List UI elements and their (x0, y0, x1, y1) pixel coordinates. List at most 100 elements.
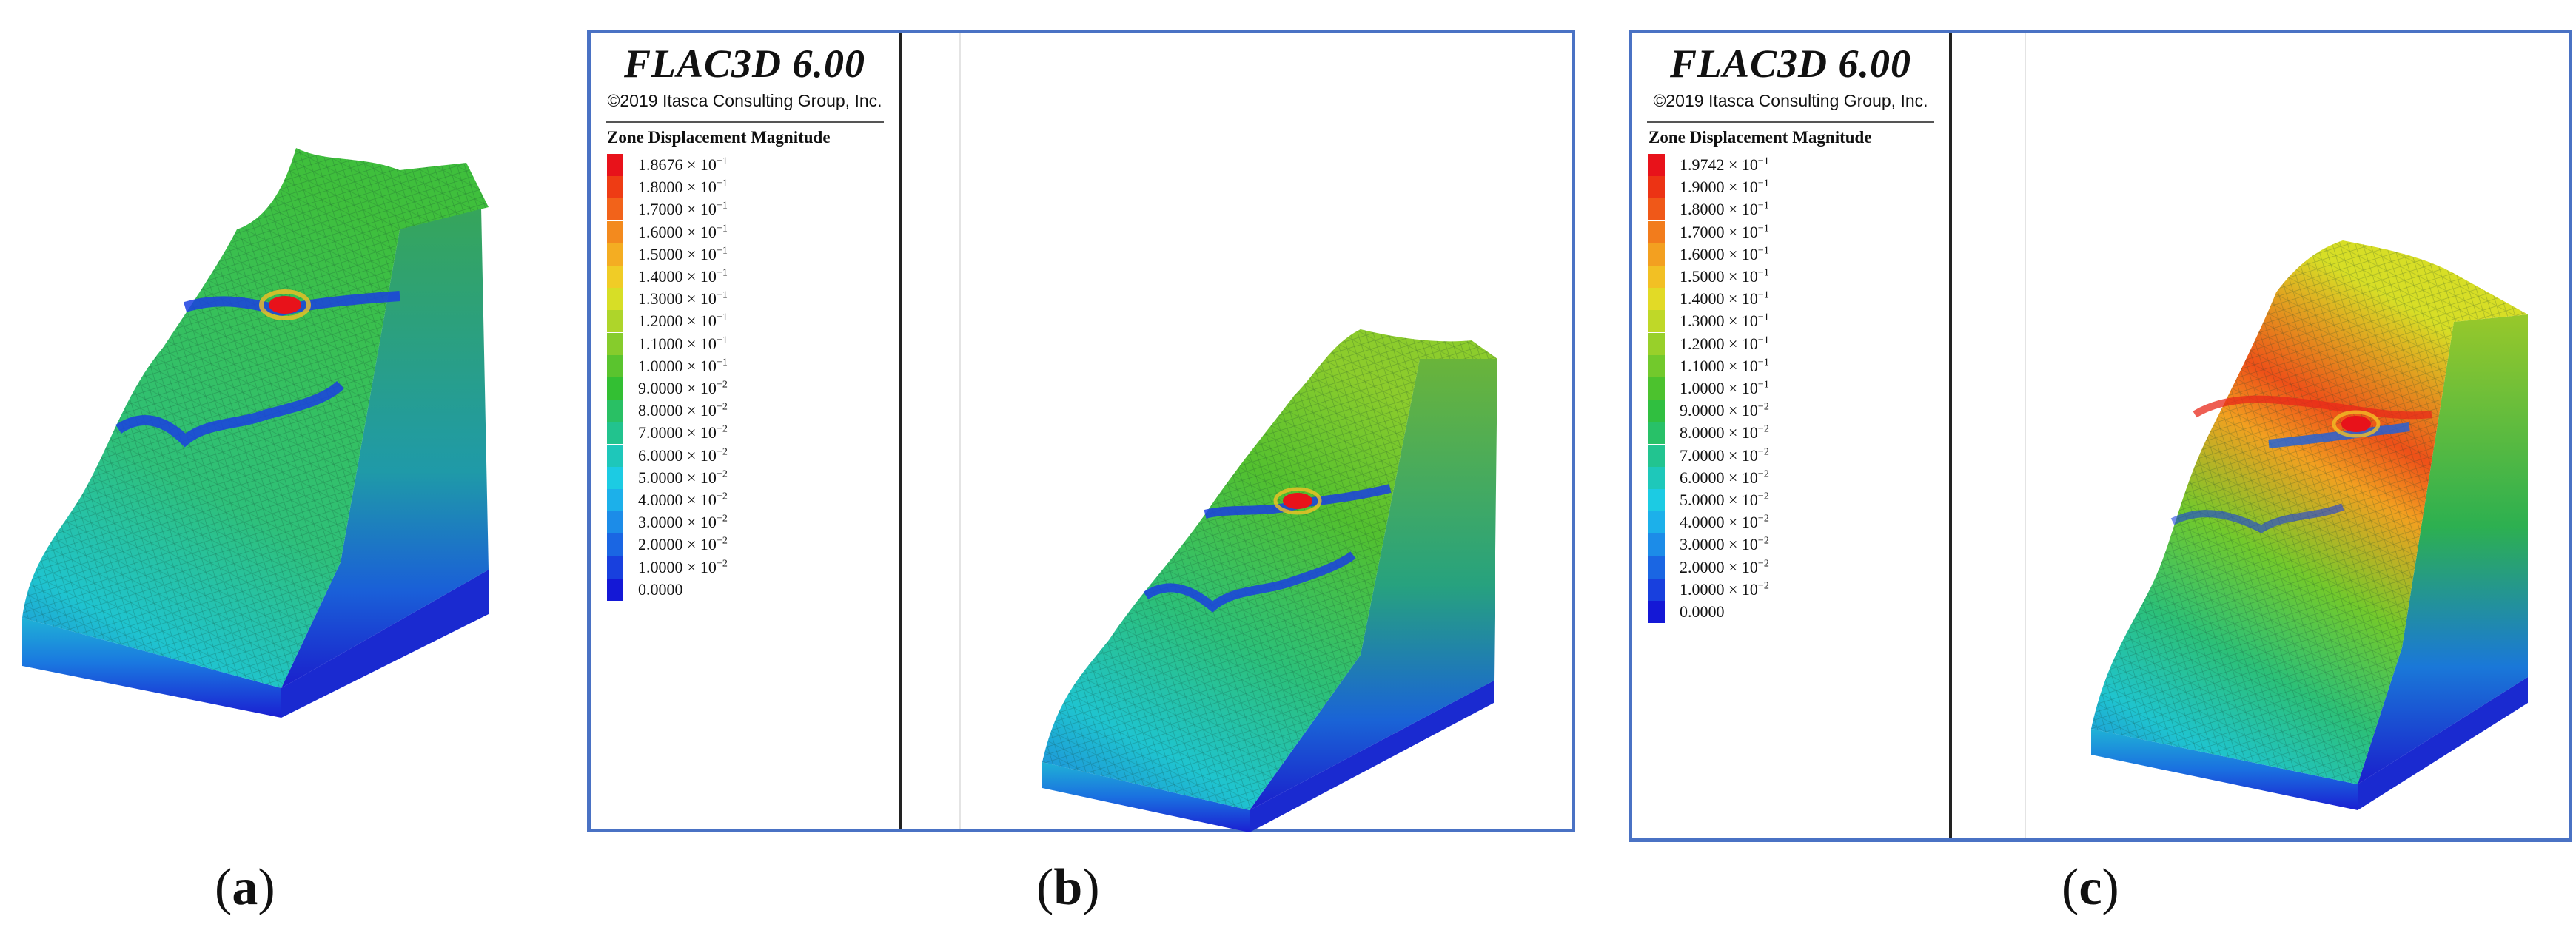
legend-label: 7.0000 × 10−2 (638, 423, 728, 442)
panel-b-frame: FLAC3D 6.00 ©2019 Itasca Consulting Grou… (587, 30, 1575, 832)
legend-swatch (607, 310, 623, 333)
legend-exponent: −1 (1757, 334, 1769, 346)
caption-c-close: ) (2102, 859, 2119, 916)
legend-swatch (607, 354, 623, 377)
legend-row: 1.4000 × 10−1 (1648, 288, 1769, 311)
legend-exponent: −1 (1757, 155, 1769, 167)
legend-row: 1.9742 × 10−1 (1648, 154, 1769, 176)
legend-exponent: −2 (716, 536, 728, 548)
legend-exponent: −1 (716, 201, 728, 212)
panel-b-legend-heading: Zone Displacement Magnitude (607, 128, 831, 147)
legend-exponent: −2 (716, 558, 728, 570)
legend-row: 1.1000 × 10−1 (607, 332, 728, 355)
legend-row: 3.0000 × 10−2 (1648, 533, 1769, 556)
legend-swatch (1648, 400, 1665, 422)
legend-row: 1.5000 × 10−1 (607, 243, 728, 266)
legend-swatch (1648, 578, 1665, 601)
legend-exponent: −1 (1757, 223, 1769, 235)
legend-label: 7.0000 × 10−2 (1680, 445, 1769, 465)
panel-b-viewport-edge (959, 33, 961, 829)
legend-label: 1.6000 × 10−1 (638, 222, 728, 241)
legend-label: 9.0000 × 10−2 (638, 379, 728, 397)
legend-row: 5.0000 × 10−2 (1648, 489, 1769, 511)
legend-exponent: −2 (716, 401, 728, 413)
legend-row: 6.0000 × 10−2 (607, 444, 728, 467)
legend-row: 1.4000 × 10−1 (607, 266, 728, 288)
legend-swatch (607, 422, 623, 445)
legend-row: 3.0000 × 10−2 (607, 511, 728, 534)
panel-c-legend: FLAC3D 6.00 ©2019 Itasca Consulting Grou… (1632, 33, 1952, 838)
legend-row: 7.0000 × 10−2 (1648, 444, 1769, 467)
legend-swatch (607, 377, 623, 400)
panel-c-copyright: ©2019 Itasca Consulting Group, Inc. (1653, 91, 1928, 110)
legend-exponent: −2 (1757, 536, 1769, 548)
legend-exponent: −1 (716, 289, 728, 301)
legend-label: 1.8000 × 10−1 (1680, 200, 1769, 219)
legend-exponent: −1 (716, 155, 728, 167)
legend-exponent: −1 (716, 178, 728, 189)
legend-label: 1.0000 × 10−2 (638, 557, 728, 576)
legend-exponent: −1 (716, 312, 728, 324)
panel-c-viewport-edge (2025, 33, 2026, 838)
legend-row: 2.0000 × 10−2 (1648, 556, 1769, 579)
legend-row: 5.0000 × 10−2 (607, 466, 728, 489)
legend-exponent: −2 (1757, 446, 1769, 458)
legend-label: 8.0000 × 10−2 (1680, 423, 1769, 442)
legend-label: 8.0000 × 10−2 (638, 401, 728, 420)
legend-exponent: −1 (716, 357, 728, 368)
legend-exponent: −1 (1757, 289, 1769, 301)
legend-exponent: −2 (716, 468, 728, 480)
legend-label: 1.2000 × 10−1 (1680, 334, 1769, 353)
legend-label: 1.3000 × 10−1 (1680, 312, 1769, 331)
legend-row: 1.8676 × 10−1 (607, 154, 728, 176)
legend-label: 1.9000 × 10−1 (1680, 178, 1769, 197)
legend-row: 1.1000 × 10−1 (1648, 354, 1769, 377)
legend-exponent: −1 (716, 334, 728, 346)
legend-exponent: −1 (716, 245, 728, 257)
legend-exponent: −1 (1757, 357, 1769, 368)
legend-swatch (607, 220, 623, 243)
legend-label: 1.1000 × 10−1 (1680, 356, 1769, 375)
legend-label: 9.0000 × 10−2 (1680, 401, 1769, 420)
legend-label: 3.0000 × 10−2 (638, 513, 728, 532)
slope-model-a (22, 148, 489, 718)
legend-exponent: −2 (716, 513, 728, 525)
caption-b-close: ) (1082, 859, 1100, 916)
legend-row: 1.9000 × 10−1 (1648, 176, 1769, 199)
legend-swatch (1648, 466, 1665, 489)
legend-row: 2.0000 × 10−2 (607, 533, 728, 556)
legend-exponent: −1 (1757, 201, 1769, 212)
legend-row: 1.7000 × 10−1 (607, 198, 728, 221)
legend-swatch (1648, 176, 1665, 199)
legend-swatch (1648, 556, 1665, 579)
legend-exponent: −1 (1757, 379, 1769, 391)
caption-a-letter: a (232, 859, 258, 916)
legend-swatch (1648, 332, 1665, 355)
legend-label: 5.0000 × 10−2 (638, 468, 728, 487)
legend-label: 1.4000 × 10−1 (638, 267, 728, 286)
legend-swatch (607, 332, 623, 355)
legend-label: 1.3000 × 10−1 (638, 289, 728, 309)
legend-row: 8.0000 × 10−2 (607, 400, 728, 422)
caption-a-close: ) (258, 859, 275, 916)
legend-exponent: −1 (1757, 178, 1769, 189)
caption-c: (c) (2062, 858, 2119, 918)
legend-swatch (1648, 444, 1665, 467)
legend-label: 4.0000 × 10−2 (638, 491, 728, 509)
slope-model-b (1042, 329, 1497, 832)
legend-swatch (607, 243, 623, 266)
caption-a-open: ( (215, 859, 232, 916)
legend-label: 1.9742 × 10−1 (1680, 155, 1769, 174)
legend-exponent: −2 (1757, 468, 1769, 480)
legend-row: 1.0000 × 10−1 (1648, 377, 1769, 400)
caption-c-letter: c (2079, 859, 2102, 916)
legend-swatch (1648, 266, 1665, 288)
legend-label: 4.0000 × 10−2 (1680, 513, 1769, 532)
caption-a: (a) (215, 858, 275, 918)
legend-exponent: −1 (716, 267, 728, 279)
legend-row: 0.0000 (1648, 601, 1725, 623)
legend-label: 1.0000 × 10−1 (638, 356, 728, 375)
legend-row: 1.0000 × 10−1 (607, 354, 728, 377)
panel-c-frame: FLAC3D 6.00 ©2019 Itasca Consulting Grou… (1629, 30, 2572, 842)
panel-b-legend: FLAC3D 6.00 ©2019 Itasca Consulting Grou… (591, 33, 902, 829)
